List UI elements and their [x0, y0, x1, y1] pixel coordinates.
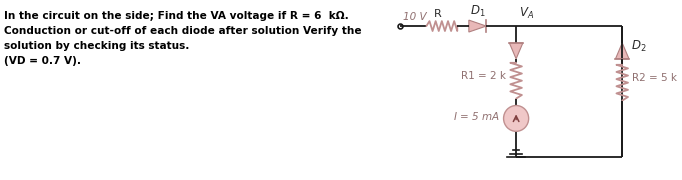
- Text: 10 V: 10 V: [403, 12, 427, 22]
- Text: In the circuit on the side; Find the VA voltage if R = 6  kΩ.: In the circuit on the side; Find the VA …: [4, 11, 349, 21]
- Text: R2 = 5 k: R2 = 5 k: [632, 73, 677, 83]
- Text: R: R: [434, 9, 442, 19]
- Text: $I$ = 5 mA: $I$ = 5 mA: [453, 111, 500, 122]
- Text: R1 = 2 k: R1 = 2 k: [462, 71, 507, 81]
- Text: $D_1$: $D_1$: [470, 4, 486, 19]
- Text: $V_A$: $V_A$: [519, 6, 534, 21]
- Circle shape: [503, 105, 529, 131]
- Text: $D_2$: $D_2$: [631, 39, 647, 55]
- Polygon shape: [615, 43, 629, 59]
- Polygon shape: [509, 43, 523, 59]
- Polygon shape: [469, 20, 486, 32]
- Text: Conduction or cut-off of each diode after solution Verify the: Conduction or cut-off of each diode afte…: [4, 26, 361, 36]
- Text: (VD = 0.7 V).: (VD = 0.7 V).: [4, 56, 81, 66]
- Text: solution by checking its status.: solution by checking its status.: [4, 41, 189, 51]
